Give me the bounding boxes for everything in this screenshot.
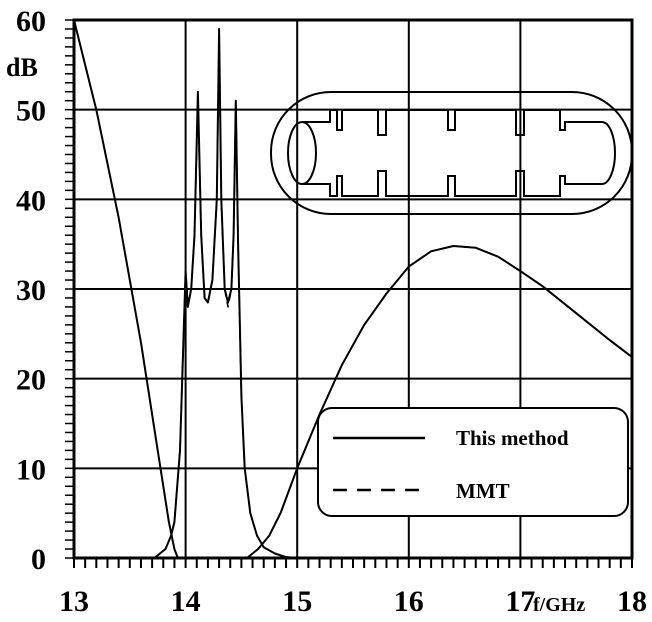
legend-label-mmt: MMT xyxy=(456,479,510,503)
y-tick-label: 50 xyxy=(16,95,46,128)
series-layer xyxy=(73,19,633,559)
x-tick-label: 14 xyxy=(171,585,201,618)
plot-frame xyxy=(72,18,634,560)
x-tick-label: 13 xyxy=(59,585,89,618)
y-tick-label: 30 xyxy=(16,274,46,307)
x-tick-label: 17 xyxy=(505,585,535,618)
series-mmt xyxy=(73,19,633,559)
y-tick-label: 60 xyxy=(16,5,46,38)
series-line xyxy=(246,245,633,559)
x-tick-label: 15 xyxy=(282,585,312,618)
series-line xyxy=(153,37,298,559)
minor-ticks xyxy=(65,19,633,568)
x-axis-label: f/GHz xyxy=(533,594,585,616)
y-tick-label: 10 xyxy=(16,453,46,486)
series-line xyxy=(73,19,179,559)
legend-label-this-method: This method xyxy=(456,426,569,450)
tick-labels: 13 14 15 16 17 18 0 10 20 30 40 50 60 xyxy=(16,5,647,618)
y-tick-label: 40 xyxy=(16,184,46,217)
legend: This method MMT xyxy=(317,407,629,517)
legend-box xyxy=(317,407,629,517)
x-tick-label: 18 xyxy=(617,585,647,618)
x-tick-label: 16 xyxy=(394,585,424,618)
filter-inset-diagram xyxy=(270,91,633,215)
y-tick-label: 20 xyxy=(16,364,46,397)
y-axis-label: dB xyxy=(6,53,38,82)
y-tick-label: 0 xyxy=(31,543,46,576)
